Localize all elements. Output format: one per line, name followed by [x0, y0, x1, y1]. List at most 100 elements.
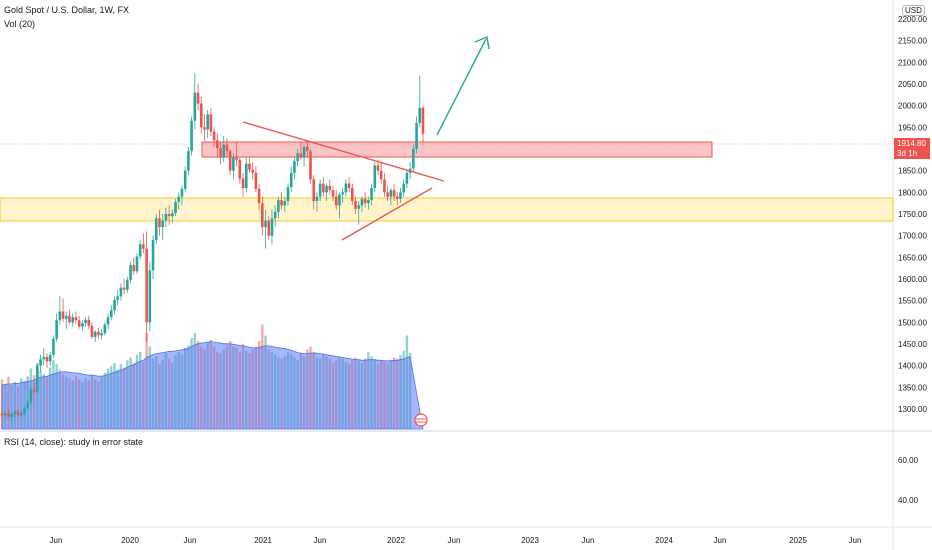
price-tick-label: 2050.00	[898, 80, 927, 89]
candle-body	[415, 123, 418, 149]
candle-body	[87, 319, 91, 326]
time-axis[interactable]: Jun 2020 Jun 2021 Jun 2022 Jun 2023 Jun 2024 Jun 20…	[50, 536, 862, 545]
candle-body	[74, 317, 78, 321]
candle-body	[286, 187, 290, 201]
candle-body	[325, 185, 328, 193]
candle-body	[273, 211, 277, 219]
projection-arrowhead	[474, 36, 490, 50]
ascending-trendline[interactable]	[341, 187, 433, 241]
candle-body	[0, 413, 4, 416]
candle-body	[376, 165, 380, 171]
price-tick-label: 1950.00	[898, 123, 927, 132]
time-tick-label: 2020	[121, 536, 139, 545]
candle-body	[318, 183, 322, 197]
candle-body	[171, 213, 174, 217]
us-flag-icon[interactable]	[414, 413, 428, 427]
symbol-title[interactable]: Gold Spot / U.S. Dollar, 1W, FX	[4, 5, 130, 15]
price-tick-label: 2150.00	[898, 37, 927, 46]
time-tick-label: 2021	[254, 536, 272, 545]
candle-body	[248, 163, 251, 170]
candle-body	[61, 311, 65, 319]
candle-body	[138, 244, 142, 257]
candle-body	[299, 153, 303, 158]
candle-body	[68, 315, 71, 323]
candle-body	[126, 279, 129, 290]
price-tick-label: 1300.00	[898, 405, 927, 414]
rsi-tick-label: 40.00	[898, 496, 919, 505]
candle-body	[206, 114, 209, 130]
time-tick-label: Jun	[582, 536, 595, 545]
candle-body	[135, 256, 139, 272]
candle-body	[222, 144, 226, 158]
candle-body	[158, 218, 161, 227]
projection-arrow[interactable]	[436, 38, 487, 136]
last-price-value: 1914.80	[897, 139, 926, 148]
candle-body	[389, 190, 393, 197]
currency-badge[interactable]: USD	[902, 5, 925, 16]
candle-body	[145, 248, 148, 323]
volume-ma-area	[1, 341, 424, 430]
candle-body	[174, 201, 177, 214]
candle-body	[148, 270, 152, 323]
candle-body	[77, 320, 81, 327]
price-tick-label: 1800.00	[898, 188, 927, 197]
candle-body	[196, 92, 200, 104]
candle-body	[338, 194, 341, 206]
candle-body	[383, 179, 386, 193]
time-tick-label: Jun	[184, 536, 197, 545]
candle-body	[122, 287, 126, 290]
candle-body	[129, 265, 132, 280]
candle-body	[42, 357, 46, 360]
candle-body	[10, 414, 13, 417]
candle-body	[193, 92, 197, 121]
candle-body	[379, 170, 383, 180]
candle-body	[36, 365, 39, 392]
candle-body	[283, 201, 287, 206]
volume-indicator-label[interactable]: Vol (20)	[4, 19, 36, 29]
candle-body	[267, 220, 271, 236]
candle-body	[161, 220, 164, 227]
candles	[0, 73, 425, 422]
candle-body	[386, 192, 389, 197]
price-tick-label: 1500.00	[898, 318, 927, 327]
candle-body	[228, 151, 232, 171]
candle-body	[199, 103, 203, 128]
candle-body	[399, 192, 402, 199]
time-tick-label: 2023	[521, 536, 539, 545]
candle-body	[154, 218, 158, 240]
price-tick-label: 1550.00	[898, 297, 927, 306]
candle-body	[395, 196, 399, 199]
price-tick-label: 1450.00	[898, 340, 927, 349]
candle-body	[177, 196, 181, 202]
candle-body	[7, 413, 10, 417]
candle-body	[64, 315, 68, 319]
time-tick-label: Jun	[448, 536, 461, 545]
rsi-tick-label: 60.00	[898, 456, 919, 465]
candle-body	[312, 179, 316, 201]
price-axis[interactable]: 2200.00 2150.00 2100.00 2050.00 2000.00 1950.…	[898, 15, 927, 414]
descending-trendline[interactable]	[242, 121, 445, 182]
candle-body	[71, 317, 75, 323]
time-tick-label: Jun	[714, 536, 727, 545]
candle-body	[289, 172, 293, 188]
candle-body	[309, 151, 312, 180]
candle-body	[32, 389, 36, 392]
rsi-indicator-label[interactable]: RSI (14, close): study in error state	[4, 437, 144, 447]
candle-body	[84, 319, 87, 324]
candle-body	[344, 183, 348, 193]
candle-body	[302, 146, 306, 158]
candle-body	[350, 188, 354, 201]
price-tick-label: 1850.00	[898, 167, 927, 176]
candle-body	[261, 203, 264, 227]
candle-body	[306, 146, 309, 152]
support-zone[interactable]	[0, 197, 894, 222]
candle-body	[29, 389, 33, 403]
price-tick-label: 1650.00	[898, 253, 927, 262]
candle-body	[116, 296, 119, 300]
resistance-zone[interactable]	[201, 141, 713, 158]
candle-body	[354, 201, 357, 209]
candle-body	[167, 214, 171, 217]
candle-body	[270, 218, 274, 236]
price-tick-label: 1750.00	[898, 210, 927, 219]
